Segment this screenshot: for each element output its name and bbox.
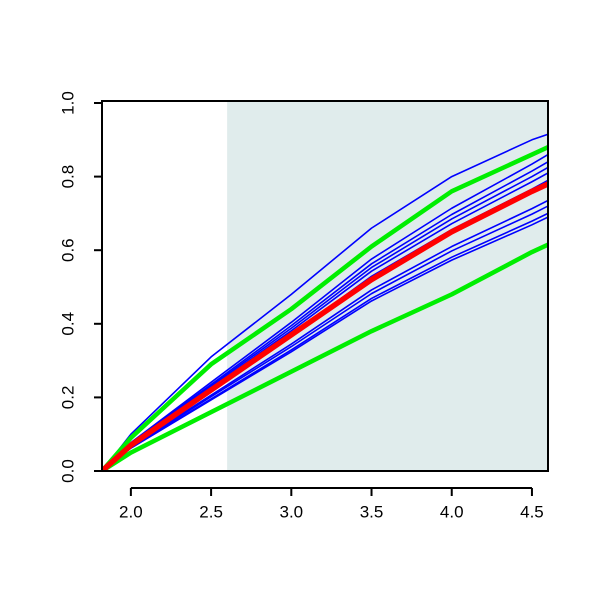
series-line: [102, 216, 548, 471]
y-tick-label: 0.8: [58, 165, 77, 189]
x-tick-label: 3.5: [360, 502, 384, 521]
shaded-region: [227, 101, 548, 471]
x-tick-label: 3.0: [279, 502, 303, 521]
x-tick-label: 2.0: [119, 502, 143, 521]
y-tick-label: 0.0: [58, 459, 77, 483]
series-line: [102, 133, 548, 471]
plot-frame: [101, 100, 549, 472]
series-line: [102, 181, 548, 471]
x-tick-label: 4.0: [440, 502, 464, 521]
x-tick-label: 4.5: [520, 502, 544, 521]
y-tick-label: 0.4: [58, 312, 77, 336]
y-tick-label: 1.0: [58, 91, 77, 115]
y-tick-label: 0.2: [58, 386, 77, 410]
x-tick-label: 2.5: [199, 502, 223, 521]
series-line: [102, 242, 548, 471]
lines: [102, 133, 548, 471]
y-tick-label: 0.6: [58, 238, 77, 262]
series-line: [102, 144, 548, 471]
